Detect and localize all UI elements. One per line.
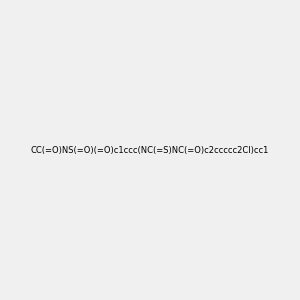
Text: CC(=O)NS(=O)(=O)c1ccc(NC(=S)NC(=O)c2ccccc2Cl)cc1: CC(=O)NS(=O)(=O)c1ccc(NC(=S)NC(=O)c2cccc… xyxy=(31,146,269,154)
